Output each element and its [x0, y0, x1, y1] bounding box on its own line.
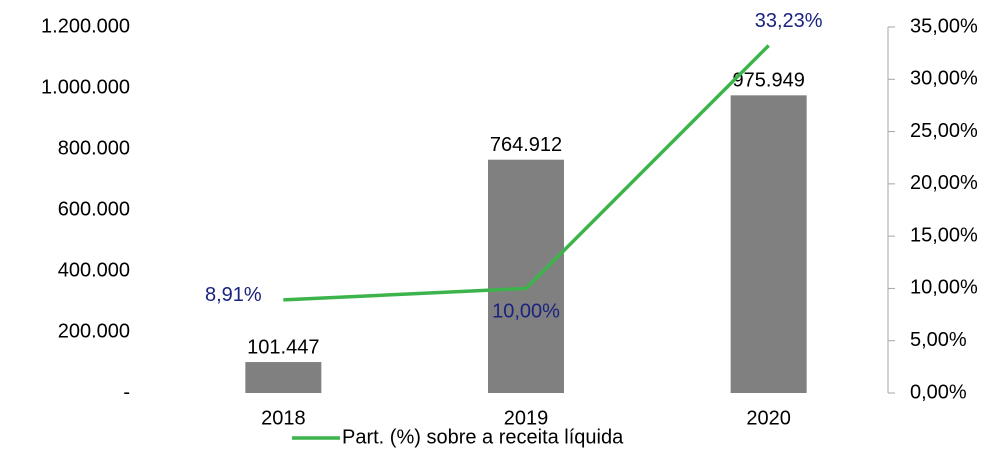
bar: [245, 362, 322, 393]
x-tick-label: 2018: [261, 407, 306, 429]
y-tick-label: 800.000: [58, 137, 130, 159]
y-tick-label: 200.000: [58, 320, 130, 342]
y2-tick-label: 20,00%: [910, 172, 978, 194]
y2-tick-label: 5,00%: [910, 329, 967, 351]
bar-value-label: 975.949: [733, 70, 805, 92]
x-tick-label: 2020: [746, 407, 791, 429]
bar-value-label: 101.447: [247, 336, 319, 358]
y2-tick-label: 10,00%: [910, 277, 978, 299]
y-tick-label: 600.000: [58, 198, 130, 220]
y2-tick-label: 15,00%: [910, 224, 978, 246]
y2-tick-label: 0,00%: [910, 381, 967, 403]
y-tick-label: 1.000.000: [41, 76, 130, 98]
line: [283, 44, 770, 302]
y-tick-label: -: [123, 381, 130, 403]
y-tick-label: 1.200.000: [41, 15, 130, 37]
y-tick-label: 400.000: [58, 259, 130, 281]
y2-tick-label: 25,00%: [910, 120, 978, 142]
legend-label: Part. (%) sobre a receita líquida: [342, 426, 624, 448]
line-value-label: 33,23%: [755, 10, 823, 32]
line-value-label: 8,91%: [205, 284, 262, 306]
bar: [488, 159, 564, 393]
y2-tick-label: 30,00%: [910, 68, 978, 90]
x-tick-label: 2019: [504, 407, 549, 429]
y2-tick-label: 35,00%: [910, 15, 978, 37]
bar-value-label: 764.912: [490, 134, 562, 156]
line-value-label: 10,00%: [492, 301, 560, 323]
bar: [730, 95, 807, 393]
